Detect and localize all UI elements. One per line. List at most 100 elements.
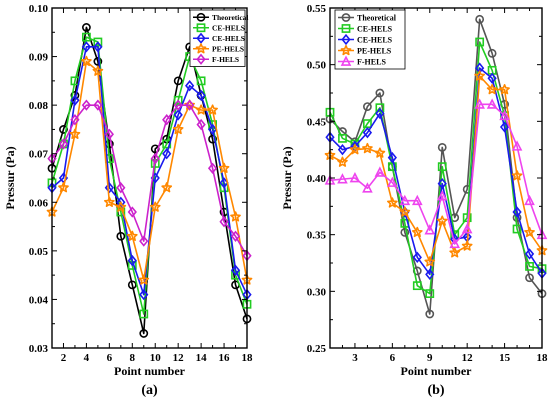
data-point-s0-p5 — [93, 57, 103, 66]
data-point-s2-p3 — [70, 94, 80, 106]
data-point-s1-p2 — [338, 133, 347, 143]
y-tick-label: 0.25 — [307, 343, 327, 355]
series-group — [324, 14, 548, 319]
data-point-s4-p17 — [230, 230, 241, 242]
data-point-s2-p13 — [185, 80, 195, 92]
legend-item-2: CE-HELS — [338, 33, 393, 46]
data-point-s0-p5 — [375, 88, 385, 98]
data-point-s4-p4 — [362, 182, 373, 193]
series-line-2 — [51, 46, 248, 296]
data-point-s4-p5 — [374, 166, 386, 177]
data-point-s2-p9 — [139, 288, 149, 301]
data-point-s3-p13 — [184, 99, 196, 110]
y-tick-label: 0.09 — [29, 52, 49, 64]
data-point-s2-p8 — [127, 254, 137, 267]
legend-swatch-marker — [196, 12, 206, 22]
data-point-s4-p2 — [337, 173, 348, 184]
x-tick-label: 14 — [196, 352, 208, 364]
chart-panel-b: 3 6 9 12 15 18 0.25 0.30 0.35 0.40 0.45 0.50 0.55 Poi… — [280, 3, 548, 398]
data-point-s0-p9 — [425, 309, 435, 319]
legend-label: F-HELS — [212, 55, 239, 64]
x-tick-label: 15 — [499, 352, 511, 364]
data-point-s1-p17 — [525, 261, 534, 271]
legend-item-4: F-HELS — [338, 55, 386, 66]
legend-swatch-marker — [196, 23, 206, 33]
data-point-s4-p12 — [461, 223, 473, 234]
data-point-s3-p7 — [115, 201, 127, 212]
data-point-s0-p13 — [475, 14, 485, 24]
data-point-s2-p8 — [412, 251, 422, 263]
data-point-s4-p5 — [93, 99, 103, 111]
data-point-s3-p8 — [411, 226, 423, 238]
data-point-s4-p9 — [139, 235, 149, 247]
data-point-s4-p9 — [424, 224, 436, 235]
data-point-s4-p10 — [436, 190, 448, 201]
data-point-s2-p5 — [375, 107, 385, 120]
data-point-s0-p17 — [525, 273, 534, 283]
data-point-s4-p3 — [70, 114, 80, 126]
data-point-s3-p5 — [374, 147, 386, 158]
legend-item-3: PE-HELS — [193, 43, 244, 54]
x-tick-label: 9 — [427, 352, 433, 364]
y-axis-label: Pressur (Pa) — [3, 146, 17, 209]
x-axis-label: Point number — [114, 364, 186, 378]
data-point-s4-p13 — [474, 98, 485, 109]
data-point-s1-p8 — [412, 281, 422, 291]
legend-swatch-marker — [195, 43, 207, 54]
data-point-s3-p5 — [92, 65, 104, 76]
data-point-s3-p17 — [524, 226, 535, 238]
legend-swatch-marker — [340, 44, 352, 56]
data-point-s1-p12 — [173, 95, 183, 105]
legend-item-2: CE-HELS — [193, 32, 245, 44]
data-point-s3-p6 — [103, 196, 115, 207]
legend-item-0: Theoretical — [338, 13, 397, 22]
data-point-s3-p4 — [362, 142, 373, 154]
data-point-s4-p7 — [399, 194, 411, 206]
data-point-s4-p8 — [411, 194, 423, 206]
x-tick-label: 3 — [352, 352, 358, 364]
legend-label: Theoretical — [357, 13, 397, 22]
data-point-s0-p4 — [82, 23, 91, 32]
data-point-s4-p15 — [207, 162, 218, 174]
data-point-s4-p14 — [486, 98, 498, 109]
data-point-s2-p16 — [512, 206, 522, 218]
data-point-s3-p10 — [436, 215, 448, 226]
data-point-s3-p14 — [486, 84, 498, 95]
series-line-3 — [51, 60, 248, 281]
data-point-s1-p16 — [512, 224, 522, 234]
data-point-s0-p15 — [208, 134, 217, 144]
y-tick-label: 0.05 — [29, 246, 49, 258]
data-point-s3-p4 — [81, 55, 92, 67]
data-point-s4-p15 — [499, 109, 510, 121]
data-point-s3-p12 — [461, 240, 473, 251]
legend-item-1: CE-HELS — [338, 24, 393, 33]
x-tick-label: 6 — [390, 352, 396, 364]
data-point-s4-p6 — [104, 128, 114, 140]
y-tick-label: 0.55 — [307, 3, 327, 15]
legend-swatch-marker — [196, 32, 206, 44]
data-point-s2-p15 — [499, 121, 510, 133]
data-point-s4-p8 — [127, 206, 137, 218]
x-tick-label: 12 — [462, 352, 474, 364]
legend-label: F-HELS — [357, 57, 386, 66]
panel-label: (a) — [141, 383, 158, 398]
data-point-s2-p10 — [437, 178, 447, 190]
data-point-s2-p17 — [230, 264, 241, 276]
data-point-s3-p3 — [69, 128, 81, 139]
data-point-s0-p7 — [116, 231, 126, 241]
x-tick-label: 8 — [130, 352, 136, 364]
y-axis-label: Pressur (Pa) — [280, 146, 294, 209]
legend-item-0: Theoretical — [193, 12, 249, 22]
data-point-s3-p17 — [230, 211, 241, 222]
data-point-s3-p8 — [126, 230, 138, 241]
y-tick-label: 0.10 — [29, 3, 49, 15]
chart-panel-a: 2 4 6 8 10 12 14 16 18 0.03 0.04 0.05 0.06 0.07 0.08 0.… — [3, 3, 253, 398]
data-point-s4-p10 — [150, 152, 160, 165]
legend-swatch-marker — [340, 55, 352, 66]
data-point-s2-p17 — [524, 248, 535, 260]
legend-label: CE-HELS — [357, 35, 393, 44]
legend-swatch-marker — [196, 53, 206, 65]
